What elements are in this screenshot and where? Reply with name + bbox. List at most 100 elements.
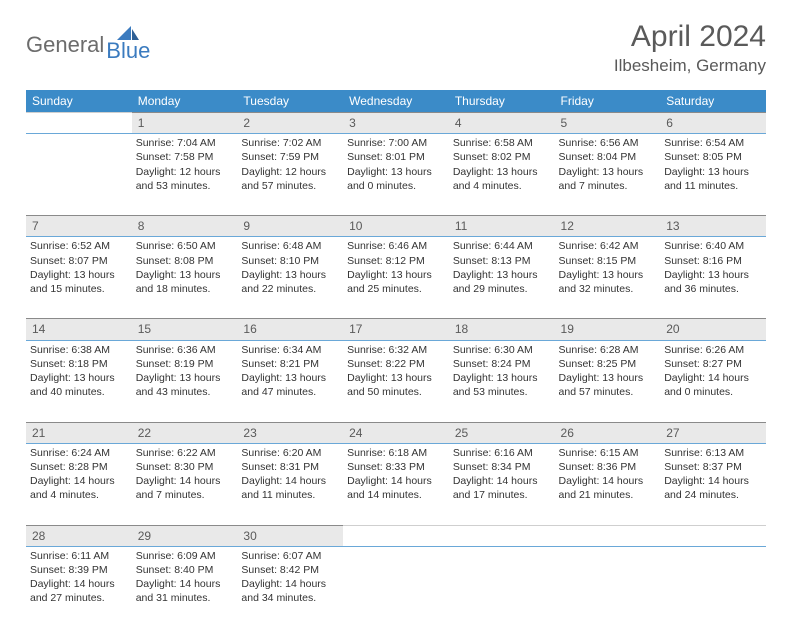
day-number-cell [26, 113, 132, 134]
sunrise-line: Sunrise: 6:15 AM [559, 446, 657, 460]
day-number-cell: 27 [660, 422, 766, 443]
daylight-line: Daylight: 13 hours and 18 minutes. [136, 268, 234, 296]
day-cell: Sunrise: 6:50 AMSunset: 8:08 PMDaylight:… [132, 237, 238, 319]
day-number-cell: 23 [237, 422, 343, 443]
day-cell: Sunrise: 6:11 AMSunset: 8:39 PMDaylight:… [26, 546, 132, 628]
day-cell [660, 546, 766, 628]
daylight-line: Daylight: 14 hours and 27 minutes. [30, 577, 128, 605]
day-cell [555, 546, 661, 628]
day-number-cell: 12 [555, 216, 661, 237]
sunset-line: Sunset: 8:36 PM [559, 460, 657, 474]
sunset-line: Sunset: 8:24 PM [453, 357, 551, 371]
day-cell [449, 546, 555, 628]
week-row: Sunrise: 6:24 AMSunset: 8:28 PMDaylight:… [26, 443, 766, 525]
sunset-line: Sunset: 8:30 PM [136, 460, 234, 474]
header: General Blue April 2024 Ilbesheim, Germa… [26, 20, 766, 76]
sunset-line: Sunset: 8:02 PM [453, 150, 551, 164]
day-header-row: SundayMondayTuesdayWednesdayThursdayFrid… [26, 90, 766, 113]
daylight-line: Daylight: 14 hours and 34 minutes. [241, 577, 339, 605]
daylight-line: Daylight: 13 hours and 7 minutes. [559, 165, 657, 193]
day-number-cell: 2 [237, 113, 343, 134]
sunset-line: Sunset: 8:16 PM [664, 254, 762, 268]
sunrise-line: Sunrise: 7:02 AM [241, 136, 339, 150]
sunrise-line: Sunrise: 6:13 AM [664, 446, 762, 460]
daylight-line: Daylight: 13 hours and 36 minutes. [664, 268, 762, 296]
calendar-table: SundayMondayTuesdayWednesdayThursdayFrid… [26, 90, 766, 628]
day-number-cell: 29 [132, 525, 238, 546]
daylight-line: Daylight: 13 hours and 11 minutes. [664, 165, 762, 193]
day-cell: Sunrise: 6:38 AMSunset: 8:18 PMDaylight:… [26, 340, 132, 422]
day-cell: Sunrise: 7:04 AMSunset: 7:58 PMDaylight:… [132, 134, 238, 216]
sunrise-line: Sunrise: 6:46 AM [347, 239, 445, 253]
sunset-line: Sunset: 8:04 PM [559, 150, 657, 164]
sunset-line: Sunset: 8:37 PM [664, 460, 762, 474]
daylight-line: Daylight: 13 hours and 53 minutes. [453, 371, 551, 399]
day-number-cell: 28 [26, 525, 132, 546]
week-row: Sunrise: 7:04 AMSunset: 7:58 PM Daylight:… [26, 134, 766, 216]
sunrise-line: Sunrise: 6:20 AM [241, 446, 339, 460]
daylight-line: Daylight: 13 hours and 43 minutes. [136, 371, 234, 399]
sunset-line: Sunset: 8:07 PM [30, 254, 128, 268]
sunset-line: Sunset: 8:05 PM [664, 150, 762, 164]
daynum-row: 282930 [26, 525, 766, 546]
daylight-line: Daylight: 13 hours and 0 minutes. [347, 165, 445, 193]
daynum-row: 21222324252627 [26, 422, 766, 443]
sunrise-line: Sunrise: 6:40 AM [664, 239, 762, 253]
day-cell: Sunrise: 6:22 AMSunset: 8:30 PMDaylight:… [132, 443, 238, 525]
sunrise-line: Sunrise: 6:34 AM [241, 343, 339, 357]
day-number-cell: 7 [26, 216, 132, 237]
sunrise-line: Sunrise: 6:11 AM [30, 549, 128, 563]
sunset-line: Sunset: 8:25 PM [559, 357, 657, 371]
day-cell: Sunrise: 7:00 AMSunset: 8:01 PMDaylight:… [343, 134, 449, 216]
day-cell: Sunrise: 6:42 AMSunset: 8:15 PMDaylight:… [555, 237, 661, 319]
sunrise-line: Sunrise: 6:30 AM [453, 343, 551, 357]
sunset-line: Sunset: 7:58 PM [136, 150, 234, 164]
day-number-cell: 25 [449, 422, 555, 443]
sunset-line: Sunset: 8:42 PM [241, 563, 339, 577]
day-header: Monday [132, 90, 238, 113]
day-header: Tuesday [237, 90, 343, 113]
sunset-line: Sunset: 8:01 PM [347, 150, 445, 164]
sunrise-line: Sunrise: 6:56 AM [559, 136, 657, 150]
daylight-line: Daylight: 13 hours and 22 minutes. [241, 268, 339, 296]
day-cell: Sunrise: 6:36 AMSunset: 8:19 PMDaylight:… [132, 340, 238, 422]
day-number-cell: 22 [132, 422, 238, 443]
sunset-line: Sunset: 8:18 PM [30, 357, 128, 371]
logo-text-blue: Blue [106, 38, 150, 64]
day-cell: Sunrise: 6:46 AMSunset: 8:12 PMDaylight:… [343, 237, 449, 319]
daylight-line: Daylight: 13 hours and 47 minutes. [241, 371, 339, 399]
day-cell: Sunrise: 6:56 AMSunset: 8:04 PMDaylight:… [555, 134, 661, 216]
week-row: Sunrise: 6:11 AMSunset: 8:39 PMDaylight:… [26, 546, 766, 628]
day-cell [26, 134, 132, 216]
day-number-cell: 14 [26, 319, 132, 340]
day-number-cell: 19 [555, 319, 661, 340]
daylight-line: Daylight: 14 hours and 31 minutes. [136, 577, 234, 605]
daynum-row: 14151617181920 [26, 319, 766, 340]
day-header: Saturday [660, 90, 766, 113]
month-title: April 2024 [614, 20, 766, 54]
sunset-line: Sunset: 8:34 PM [453, 460, 551, 474]
day-cell: Sunrise: 6:18 AMSunset: 8:33 PMDaylight:… [343, 443, 449, 525]
sunset-line: Sunset: 8:27 PM [664, 357, 762, 371]
day-number-cell: 15 [132, 319, 238, 340]
day-number-cell: 11 [449, 216, 555, 237]
day-cell: Sunrise: 6:16 AMSunset: 8:34 PMDaylight:… [449, 443, 555, 525]
sunset-line: Sunset: 8:33 PM [347, 460, 445, 474]
sunrise-line: Sunrise: 6:18 AM [347, 446, 445, 460]
sunrise-line: Sunrise: 6:26 AM [664, 343, 762, 357]
sunrise-line: Sunrise: 6:07 AM [241, 549, 339, 563]
day-cell: Sunrise: 6:32 AMSunset: 8:22 PMDaylight:… [343, 340, 449, 422]
sunrise-line: Sunrise: 7:04 AM [136, 136, 234, 150]
sunset-line: Sunset: 8:12 PM [347, 254, 445, 268]
daylight-line: Daylight: 13 hours and 57 minutes. [559, 371, 657, 399]
sunset-line: Sunset: 8:13 PM [453, 254, 551, 268]
sunset-line: Sunset: 8:15 PM [559, 254, 657, 268]
daynum-row: 123456 [26, 113, 766, 134]
daylight-line: Daylight: 14 hours and 11 minutes. [241, 474, 339, 502]
day-cell: Sunrise: 6:30 AMSunset: 8:24 PMDaylight:… [449, 340, 555, 422]
daylight-line: Daylight: 13 hours and 40 minutes. [30, 371, 128, 399]
day-number-cell: 8 [132, 216, 238, 237]
day-number-cell: 3 [343, 113, 449, 134]
daynum-row: 78910111213 [26, 216, 766, 237]
daylight-line: Daylight: 14 hours and 7 minutes. [136, 474, 234, 502]
